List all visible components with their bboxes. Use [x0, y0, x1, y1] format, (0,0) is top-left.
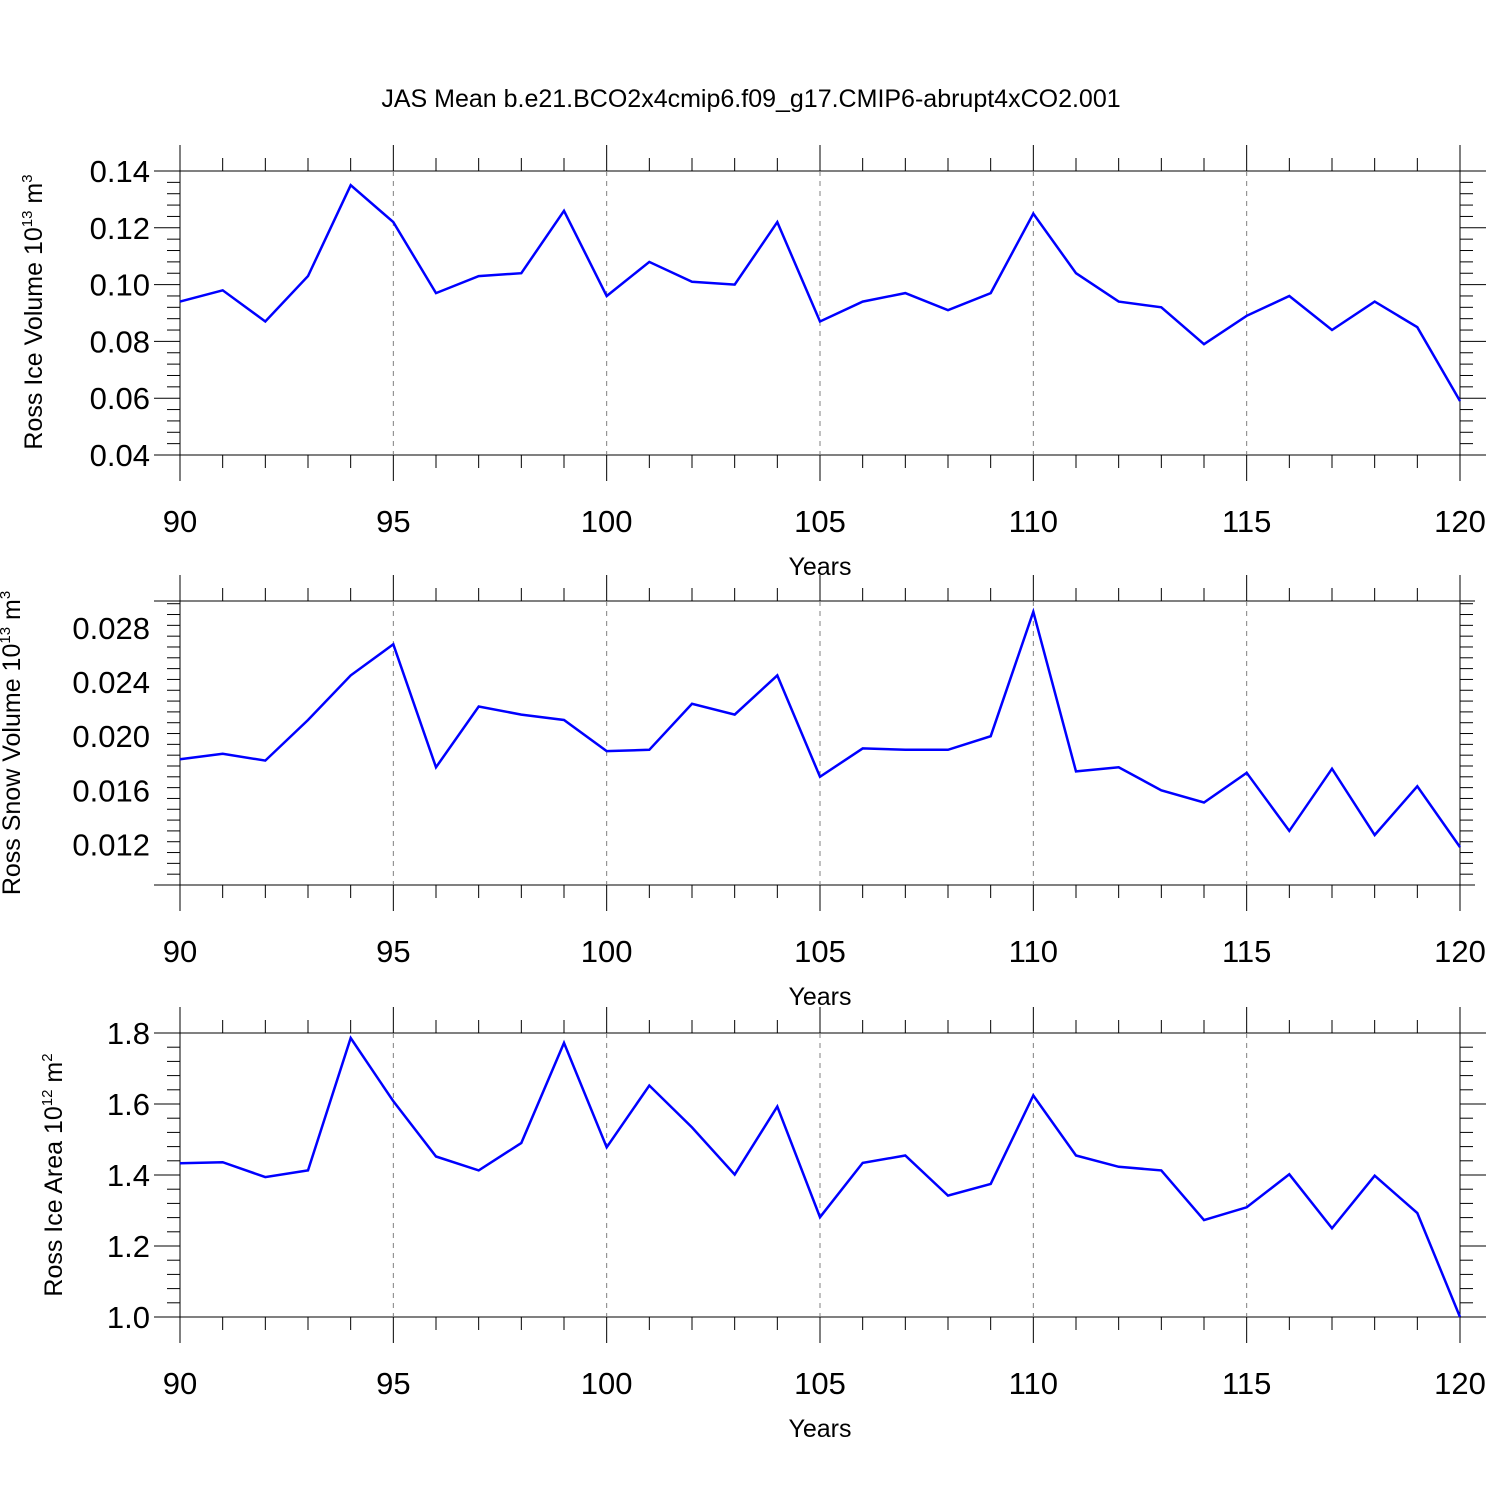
y-tick-label: 1.2 [107, 1229, 150, 1264]
y-axis-title: Ross Ice Area 1012 m2 [39, 1053, 68, 1296]
x-tick-label: 105 [794, 1366, 846, 1401]
x-tick-label: 110 [1009, 504, 1058, 539]
x-tick-label: 105 [794, 504, 846, 539]
x-tick-label: 120 [1434, 504, 1486, 539]
chart-panel-1: 90 95 100 105 110 115 120 0.04 0.06 0.08 0.10 0.12 0… [19, 145, 1486, 581]
plots: 90 95 100 105 110 115 120 0.04 0.06 0.08 0.10 0.12 0… [0, 145, 1486, 1443]
chart-panel-2: 90 95 100 105 110 115 120 0.012 0.016 0.020 0.024 0… [0, 575, 1486, 1011]
figure-title: JAS Mean b.e21.BCO2x4cmip6.f09_g17.CMIP6… [381, 85, 1120, 113]
y-tick-label: 0.08 [90, 324, 150, 359]
y-tick-label: 0.028 [72, 611, 150, 646]
y-axis-title: Ross Ice Volume 1013 m3 [19, 174, 48, 449]
x-tick-label: 90 [163, 1366, 197, 1401]
y-tick-label: 0.016 [72, 773, 150, 808]
y-tick-label: 1.6 [107, 1087, 150, 1122]
x-tick-label: 100 [581, 934, 633, 969]
x-tick-label: 95 [376, 504, 410, 539]
x-tick-label: 100 [581, 504, 633, 539]
y-tick-label: 0.04 [90, 438, 150, 473]
chart-panel-3: 90 95 100 105 110 115 120 1.0 1.2 1.4 1.6 1.8 Years R… [39, 1007, 1486, 1443]
x-axis-title: Years [788, 1415, 851, 1443]
x-tick-label: 100 [581, 1366, 633, 1401]
x-tick-label: 110 [1009, 934, 1058, 969]
x-tick-label: 115 [1222, 934, 1271, 969]
y-tick-label: 0.10 [90, 268, 150, 303]
y-tick-label: 0.020 [72, 719, 150, 754]
y-tick-label: 0.012 [72, 827, 150, 862]
y-tick-label: 0.024 [72, 665, 150, 700]
y-tick-label: 1.4 [107, 1158, 150, 1193]
x-tick-label: 90 [163, 934, 197, 969]
y-axis-title: Ross Snow Volume 1013 m3 [0, 591, 26, 895]
x-axis-title: Years [788, 983, 851, 1011]
x-tick-label: 120 [1434, 934, 1486, 969]
x-tick-label: 115 [1222, 504, 1271, 539]
y-tick-label: 1.8 [107, 1016, 150, 1051]
y-tick-label: 0.06 [90, 381, 150, 416]
x-tick-label: 95 [376, 1366, 410, 1401]
y-tick-label: 0.14 [90, 154, 150, 189]
x-tick-label: 95 [376, 934, 410, 969]
x-tick-label: 120 [1434, 1366, 1486, 1401]
x-tick-label: 115 [1222, 1366, 1271, 1401]
x-tick-label: 90 [163, 504, 197, 539]
x-tick-label: 105 [794, 934, 846, 969]
x-tick-label: 110 [1009, 1366, 1058, 1401]
y-tick-label: 0.12 [90, 211, 150, 246]
y-tick-label: 1.0 [107, 1300, 150, 1335]
